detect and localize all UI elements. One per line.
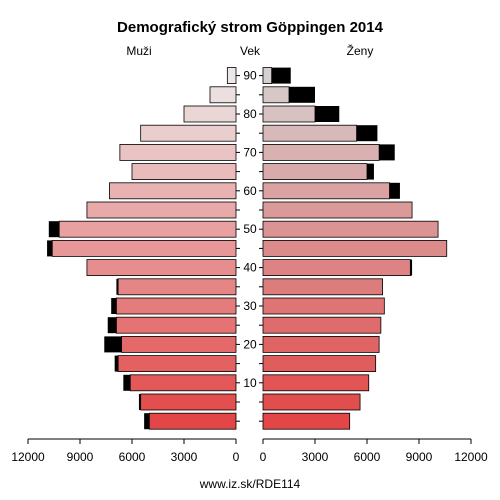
- x-tick-label-male-12000: 12000: [11, 450, 45, 464]
- female-excess-60: [389, 182, 400, 199]
- male-label: Muži: [126, 44, 151, 58]
- x-tick-label-female-12000: 12000: [454, 450, 488, 464]
- female-excess-80: [315, 106, 340, 122]
- x-tick-label-female-6000: 6000: [354, 450, 381, 464]
- female-bar-0: [262, 412, 351, 430]
- female-bar-55: [262, 201, 413, 219]
- male-bar-55: [86, 201, 237, 219]
- male-excess-45: [47, 240, 53, 257]
- female-bar-20: [262, 335, 380, 353]
- age-tick-label-10: 10: [243, 376, 257, 390]
- female-bar-65: [262, 163, 368, 181]
- female-bar-80: [262, 105, 316, 123]
- male-bar-25: [116, 316, 237, 334]
- female-bar-75: [262, 124, 357, 142]
- female-bar-15: [262, 355, 377, 373]
- male-excess-35: [116, 278, 119, 295]
- female-bar-60: [262, 182, 390, 200]
- x-tick-label-male-0: 0: [233, 450, 240, 464]
- male-bar-30: [116, 297, 237, 315]
- male-bar-20: [121, 335, 237, 353]
- female-excess-40: [410, 259, 413, 276]
- age-tick-label-40: 40: [243, 261, 257, 275]
- age-label: Vek: [240, 44, 261, 58]
- x-tick-label-male-3000: 3000: [171, 450, 198, 464]
- age-tick-label-60: 60: [243, 184, 257, 198]
- male-bar-15: [117, 355, 237, 373]
- female-excess-65: [367, 163, 374, 180]
- male-bar-10: [129, 374, 237, 392]
- male-bar-85: [209, 86, 237, 104]
- female-bar-40: [262, 259, 411, 277]
- male-bar-50: [58, 220, 237, 238]
- x-axis-male: 12000 9000 6000 3000 0: [11, 438, 240, 464]
- female-excess-70: [379, 144, 395, 161]
- female-bar-85: [262, 86, 290, 104]
- female-bar-10: [262, 374, 370, 392]
- male-bar-75: [140, 124, 237, 142]
- age-axis: 10 20 30 40 50 60 70 80 90: [236, 69, 263, 422]
- female-bar-90: [262, 67, 273, 84]
- male-bar-0: [148, 412, 237, 430]
- female-bar-50: [262, 220, 439, 238]
- female-excess-75: [356, 125, 378, 142]
- source-label: www.iz.sk/RDE114: [199, 477, 301, 491]
- male-bar-60: [109, 182, 237, 200]
- female-bar-30: [262, 297, 385, 315]
- male-bar-65: [131, 163, 237, 181]
- male-excess-0: [144, 413, 150, 430]
- x-axis-female: 12000 9000 6000 3000 0: [260, 438, 488, 464]
- x-tick-label-female-0: 0: [260, 450, 267, 464]
- male-excess-10: [123, 374, 131, 391]
- male-bar-45: [51, 239, 237, 257]
- male-excess-20: [104, 336, 122, 353]
- male-bar-40: [86, 259, 237, 277]
- male-bar-5: [140, 393, 237, 411]
- x-tick-label-male-6000: 6000: [119, 450, 146, 464]
- female-excess-90: [271, 67, 291, 84]
- male-bar-70: [119, 143, 237, 161]
- male-excess-25: [107, 317, 117, 334]
- age-tick-label-70: 70: [243, 145, 257, 159]
- bars-group: [47, 67, 448, 430]
- male-bar-80: [183, 105, 237, 123]
- male-excess-30: [111, 298, 117, 314]
- male-excess-15: [114, 355, 119, 372]
- female-bar-70: [262, 143, 380, 161]
- age-tick-label-50: 50: [243, 222, 257, 236]
- x-tick-label-female-9000: 9000: [406, 450, 433, 464]
- male-bar-90: [226, 67, 237, 84]
- chart-title: Demografický strom Göppingen 2014: [117, 19, 384, 36]
- female-bar-35: [262, 278, 383, 296]
- female-bar-25: [262, 316, 382, 334]
- female-excess-85: [289, 86, 315, 103]
- x-tick-label-male-9000: 9000: [67, 450, 94, 464]
- age-tick-label-90: 90: [243, 69, 257, 83]
- male-bar-35: [117, 278, 237, 296]
- age-tick-label-20: 20: [243, 337, 257, 351]
- female-bar-45: [262, 239, 448, 257]
- female-label: Ženy: [347, 43, 374, 58]
- age-tick-label-30: 30: [243, 299, 257, 313]
- age-tick-label-80: 80: [243, 107, 257, 121]
- male-excess-5: [138, 394, 141, 410]
- x-tick-label-female-3000: 3000: [302, 450, 329, 464]
- female-bar-5: [262, 393, 361, 411]
- male-excess-50: [48, 221, 60, 238]
